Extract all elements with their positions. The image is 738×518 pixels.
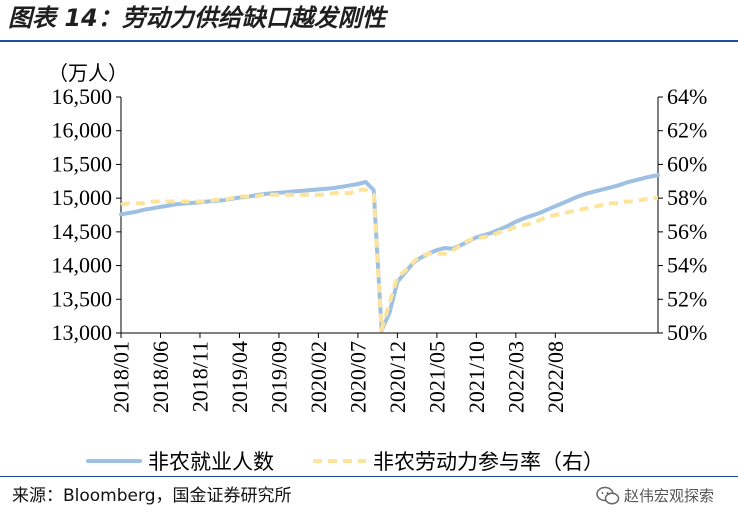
title-rule [0,40,738,42]
watermark-text: 赵伟宏观探索 [624,487,715,505]
chart: （万人） 13,000 13,500 14,000 14,500 15,000 15,500… [48,61,707,474]
y-right-tick-label: 60% [667,151,707,176]
x-tick-label: 2021/10 [464,341,489,413]
x-tick-label: 2020/07 [345,341,370,413]
x-tick-label: 2018/11 [187,341,212,412]
chart-lines [119,173,660,333]
x-tick-label: 2018/01 [109,341,134,413]
x-tick-label: 2019/09 [266,341,291,413]
chart-ticks: （万人） 13,000 13,500 14,000 14,500 15,000 15,500… [48,61,707,413]
series-line-participation [120,187,658,332]
x-tick-label: 2019/04 [227,341,252,413]
y-left-tick-label: 13,500 [52,286,113,311]
source-note: 来源：Bloomberg，国金证券研究所 [12,486,292,506]
x-tick-label: 2020/12 [385,341,410,413]
y-left-tick-label: 16,000 [52,118,113,143]
x-tick-label: 2022/03 [503,341,528,413]
chart-legend: 非农就业人数 非农劳动力参与率（右） [86,450,604,474]
y-right-tick-label: 54% [667,253,707,278]
wechat-icon [596,486,620,505]
x-tick-label: 2022/08 [543,341,568,413]
y-right-tick-label: 62% [667,118,707,143]
series-line-employment [119,173,660,333]
figure-title: 图表 14：劳动力供给缺口越发刚性 [8,4,386,32]
y-right-tick-label: 50% [667,320,707,345]
y-right-tick-label: 64% [667,84,707,109]
legend-label-participation: 非农劳动力参与率（右） [373,450,604,474]
y-left-tick-label: 13,000 [52,320,113,345]
y-unit-label: （万人） [48,61,128,85]
y-left-tick-label: 14,000 [52,253,113,278]
y-left-tick-label: 14,500 [52,219,113,244]
y-right-tick-label: 58% [667,185,707,210]
source-rule [0,476,738,477]
x-tick-label: 2018/06 [148,341,173,413]
y-left-tick-label: 15,000 [52,185,113,210]
legend-label-employment: 非农就业人数 [148,450,274,474]
y-left-tick-label: 15,500 [52,151,113,176]
watermark: 赵伟宏观探索 [596,482,714,510]
x-tick-label: 2020/02 [306,341,331,413]
y-left-tick-label: 16,500 [52,84,113,109]
y-right-tick-label: 56% [667,219,707,244]
y-right-tick-label: 52% [667,286,707,311]
x-tick-label: 2021/05 [424,341,449,413]
